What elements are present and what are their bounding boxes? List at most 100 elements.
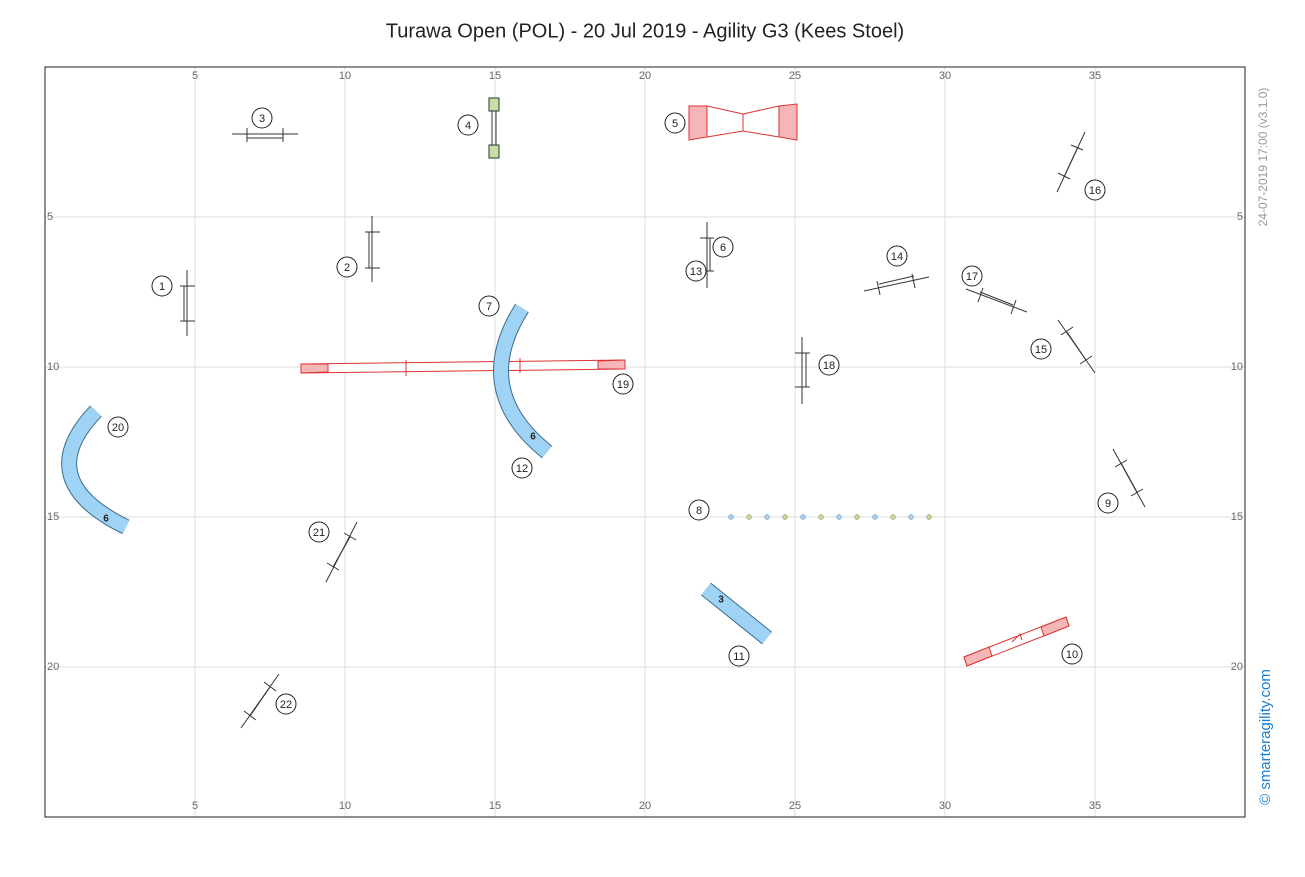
x-tick-label: 35: [1089, 800, 1101, 812]
jump: [325, 521, 358, 583]
weave-pole: [746, 514, 752, 520]
number-circle: [728, 645, 750, 667]
weave-pole: [764, 514, 770, 520]
x-tick-label: 20: [639, 800, 651, 812]
obstacle-number: 9: [1105, 498, 1111, 510]
number-circle: [308, 521, 330, 543]
number-circle: [712, 236, 734, 258]
tunnels: [61, 303, 773, 645]
tunnel-length: 3: [718, 595, 724, 606]
number-circle: [275, 693, 297, 715]
number-circle: [1030, 338, 1052, 360]
number-circle: [478, 295, 500, 317]
number-circle: [685, 260, 707, 282]
x-tick-label: 30: [939, 70, 951, 82]
y-tick-label: 5: [1237, 211, 1243, 223]
obstacle-number: 14: [891, 251, 903, 263]
seesaw: [963, 616, 1070, 667]
jump: [240, 673, 280, 729]
weave-pole: [818, 514, 824, 520]
x-tick-label: 15: [489, 800, 501, 812]
number-circle: [1061, 643, 1083, 665]
obstacle-number: 1: [159, 281, 165, 293]
number-circle: [151, 275, 173, 297]
jump: [795, 337, 810, 404]
y-tick-label: 20: [47, 661, 59, 673]
wall: [488, 97, 500, 159]
obstacle-number: 15: [1035, 344, 1047, 356]
title: Turawa Open (POL) - 20 Jul 2019 - Agilit…: [386, 20, 904, 42]
x-tick-label: 30: [939, 800, 951, 812]
jump: [1056, 131, 1086, 193]
obstacle-number: 10: [1066, 649, 1078, 661]
number-circle: [961, 265, 983, 287]
grid: 5 5 10 10 15 15 20 20 25 25 30 30 35 35 5 5 10 10 15 15 20 20: [45, 67, 1245, 817]
tunnel: [701, 583, 772, 644]
tunnel-length: 6: [530, 432, 536, 443]
number-circle: [688, 499, 710, 521]
tunnel-length: 6: [103, 514, 109, 525]
obstacle-number: 2: [344, 262, 350, 274]
number-circle: [1084, 179, 1106, 201]
y-tick-label: 15: [47, 511, 59, 523]
obstacle-number: 21: [313, 527, 325, 539]
obstacle-number: 6: [720, 242, 726, 254]
x-tick-label: 10: [339, 70, 351, 82]
x-tick-label: 20: [639, 70, 651, 82]
x-tick-label: 10: [339, 800, 351, 812]
dogwalk: [300, 358, 626, 376]
obstacle-number: 4: [465, 120, 471, 132]
timestamp: 24-07-2019 17:00 (v3.1.0): [1256, 88, 1270, 227]
number-circle: [107, 416, 129, 438]
weave-pole: [836, 514, 842, 520]
number-circle: [511, 457, 533, 479]
x-tick-label: 25: [789, 70, 801, 82]
jump: [232, 128, 298, 142]
jump: [1057, 319, 1096, 374]
number-circle: [664, 112, 686, 134]
weave-pole: [926, 514, 932, 520]
obstacle-number: 13: [690, 266, 702, 278]
y-tick-label: 10: [1231, 361, 1243, 373]
weave-pole: [908, 514, 914, 520]
weave-pole: [800, 514, 806, 520]
number-circle: [457, 114, 479, 136]
y-tick-label: 15: [1231, 511, 1243, 523]
obstacle-number: 17: [966, 271, 978, 283]
weave-pole: [782, 514, 788, 520]
jump: [365, 216, 380, 282]
obstacle-number: 20: [112, 422, 124, 434]
jump: [863, 273, 930, 296]
y-tick-label: 10: [47, 361, 59, 373]
number-circle: [612, 373, 634, 395]
weave-pole: [890, 514, 896, 520]
tunnel: [62, 406, 130, 534]
x-tick-label: 15: [489, 70, 501, 82]
number-circle: [1097, 492, 1119, 514]
jump: [965, 287, 1028, 315]
weave-pole: [728, 514, 734, 520]
y-tick-label: 20: [1231, 661, 1243, 673]
weave-pole: [872, 514, 878, 520]
x-tick-label: 35: [1089, 70, 1101, 82]
obstacle-number: 19: [617, 379, 629, 391]
jumps: [180, 128, 1146, 729]
number-circle: [336, 256, 358, 278]
field-border: [44, 66, 1246, 818]
y-tick-label: 5: [47, 211, 53, 223]
x-tick-label: 25: [789, 800, 801, 812]
obstacle-number: 7: [486, 301, 492, 313]
obstacle-number: 18: [823, 360, 835, 372]
tire: [688, 103, 798, 141]
tunnel: [494, 304, 552, 458]
obstacle-number: 22: [280, 699, 292, 711]
x-tick-label: 5: [192, 70, 198, 82]
number-circle: [886, 245, 908, 267]
obstacle-number: 3: [259, 113, 265, 125]
weave-pole: [854, 514, 860, 520]
credit: © smarteragility.com: [1257, 669, 1274, 805]
x-tick-label: 5: [192, 800, 198, 812]
weave-poles: [728, 514, 932, 520]
